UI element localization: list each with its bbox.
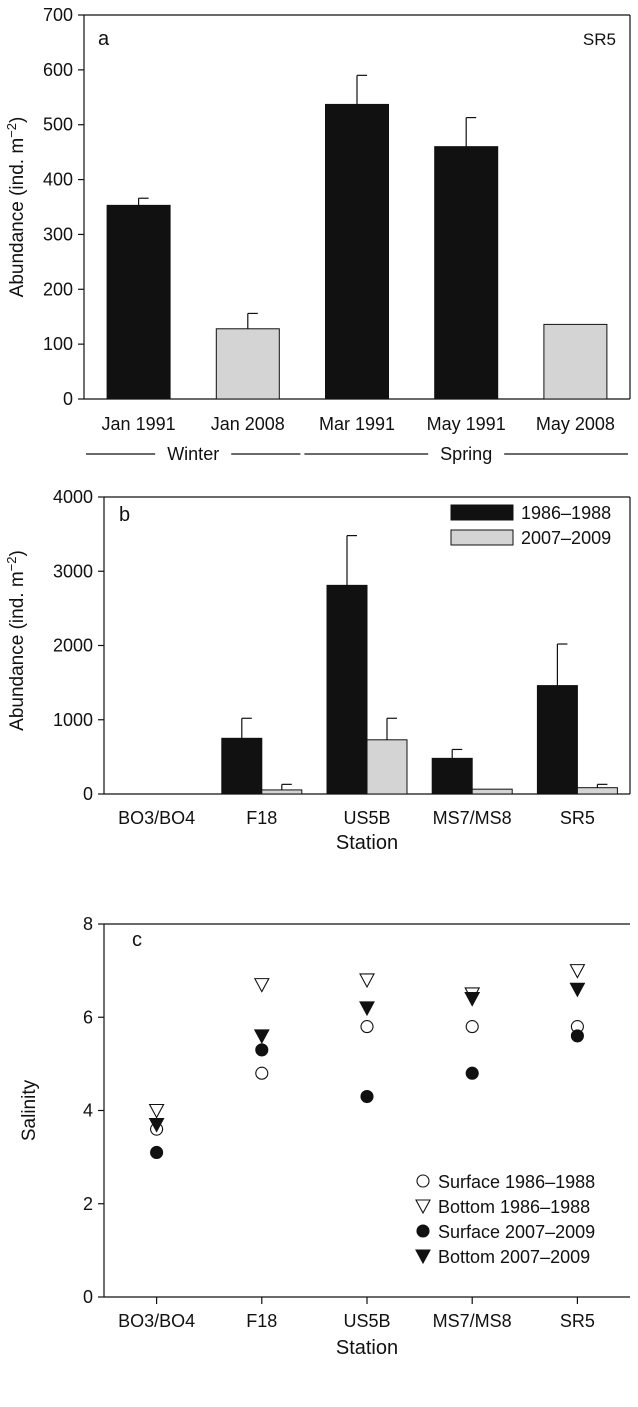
panel-c-x-tick-label: MS7/MS8 — [433, 1311, 512, 1331]
panel-c-x-axis-title: Station — [336, 1337, 398, 1359]
panel-c-point — [359, 1001, 375, 1017]
panel-c-point — [360, 1020, 374, 1034]
panel-b-y-axis-title-end: ) — [7, 550, 28, 556]
panel-b-y-axis-title-sup: −2 — [4, 557, 19, 572]
panel-a-bar — [434, 146, 499, 400]
panel-a-y-axis-title-main: Abundance (ind. m — [7, 138, 28, 298]
panel-a-x-tick-label: May 2008 — [536, 414, 615, 434]
panel-a-bar — [215, 328, 280, 400]
panel-b-y-tick-label: 2000 — [53, 636, 93, 656]
panel-c-point — [253, 978, 270, 993]
panel-c-y-tick-label: 4 — [83, 1101, 93, 1121]
panel-c-x-tick-label: US5B — [343, 1311, 390, 1331]
panel-b-y-tick-label: 0 — [83, 784, 93, 804]
panel-c-point — [569, 982, 586, 998]
panel-b-y-axis-title-main: Abundance (ind. m — [7, 571, 28, 731]
panel-a-y-tick-label: 700 — [43, 5, 73, 25]
panel-c-point — [255, 1066, 269, 1080]
panel-a-y-tick-label: 400 — [43, 170, 73, 190]
panel-c-point — [569, 964, 586, 979]
panel-c-point — [465, 1066, 479, 1080]
panel-c-legend-marker — [416, 1174, 430, 1188]
panel-a-x-tick-label: May 1991 — [427, 414, 506, 434]
panel-c-point — [148, 1103, 165, 1119]
panel-a-station-annotation: SR5 — [583, 30, 616, 49]
panel-b-legend-label: 1986–1988 — [521, 503, 611, 523]
panel-b-legend-swatch — [450, 529, 514, 546]
panel-c-legend-label: Bottom 2007–2009 — [438, 1247, 590, 1267]
panel-b-label: b — [119, 504, 130, 526]
panel-a-y-axis-title-sup: −2 — [4, 123, 19, 138]
panel-b-x-axis-title: Station — [336, 832, 398, 854]
panel-b-bar — [536, 685, 578, 795]
panel-b-y-tick-label: 3000 — [53, 561, 93, 581]
panel-c-point — [465, 1020, 479, 1034]
panel-b-legend-swatch — [450, 504, 514, 521]
panel-a-bar — [325, 103, 389, 400]
panel-a-y-tick-label: 200 — [43, 279, 73, 299]
panel-b-x-tick-label: MS7/MS8 — [433, 808, 512, 828]
panel-c-point — [464, 992, 481, 1007]
panel-b-bar — [326, 584, 368, 795]
panel-c-legend-label: Surface 1986–1988 — [438, 1172, 595, 1192]
panel-c-y-tick-label: 0 — [83, 1287, 93, 1307]
panel-c-x-tick-label: BO3/BO4 — [118, 1311, 195, 1331]
season-label: Spring — [440, 444, 492, 464]
panel-a-x-tick-label: Mar 1991 — [319, 414, 395, 434]
panel-b-bar — [366, 739, 408, 795]
panel-c-point — [253, 1029, 270, 1045]
panel-b-y-tick-label: 1000 — [53, 710, 93, 730]
panel-c-point — [255, 1043, 269, 1057]
panel-b-bar — [261, 789, 303, 795]
panel-b-x-tick-label: US5B — [343, 808, 390, 828]
panel-a-label: a — [98, 28, 110, 50]
panel-a-y-tick-label: 0 — [63, 389, 73, 409]
panel-c-x-tick-label: F18 — [246, 1311, 277, 1331]
panel-c-legend-label: Bottom 1986–1988 — [438, 1197, 590, 1217]
panel-c-y-tick-label: 6 — [83, 1007, 93, 1027]
panel-c-point — [360, 1089, 374, 1104]
panel-b-bar — [431, 757, 473, 795]
panel-b-y-tick-label: 4000 — [53, 487, 93, 507]
panel-c-y-axis-title: Salinity — [19, 1079, 40, 1141]
panel-a-y-tick-label: 500 — [43, 115, 73, 135]
panel-c-point — [150, 1145, 164, 1160]
panel-c-legend-marker — [416, 1224, 430, 1238]
panel-c-legend-label: Surface 2007–2009 — [438, 1222, 595, 1242]
panel-c-x-tick-label: SR5 — [560, 1311, 595, 1331]
panel-a-bar — [543, 323, 608, 400]
panel-b-x-tick-label: F18 — [246, 808, 277, 828]
panel-a-y-axis-title: Abundance (ind. m−2) — [4, 117, 28, 298]
season-label: Winter — [167, 444, 219, 464]
panel-b-x-tick-label: BO3/BO4 — [118, 808, 195, 828]
panel-c-point — [570, 1029, 584, 1043]
panel-c-legend-marker — [415, 1199, 431, 1215]
panel-a-y-tick-label: 600 — [43, 60, 73, 80]
panel-c-y-tick-label: 2 — [83, 1194, 93, 1214]
panel-a-y-tick-label: 100 — [43, 334, 73, 354]
panel-b-y-axis-title: Abundance (ind. m−2) — [4, 550, 28, 731]
panel-b-bar — [471, 788, 513, 795]
panel-a-bar — [106, 204, 171, 400]
panel-c-point — [359, 973, 375, 989]
panel-a-x-tick-label: Jan 1991 — [102, 414, 176, 434]
panel-b-bar — [221, 737, 263, 795]
panel-c-point — [148, 1117, 165, 1133]
panel-b-bar — [576, 787, 618, 795]
panel-c-legend-marker — [415, 1249, 431, 1265]
panel-a-y-tick-label: 300 — [43, 224, 73, 244]
panel-a-y-axis-title-end: ) — [7, 117, 28, 123]
panel-c-y-tick-label: 8 — [83, 914, 93, 934]
panel-a-x-tick-label: Jan 2008 — [211, 414, 285, 434]
panel-c-label: c — [132, 929, 142, 951]
panel-b-legend-label: 2007–2009 — [521, 528, 611, 548]
panel-b-x-tick-label: SR5 — [560, 808, 595, 828]
